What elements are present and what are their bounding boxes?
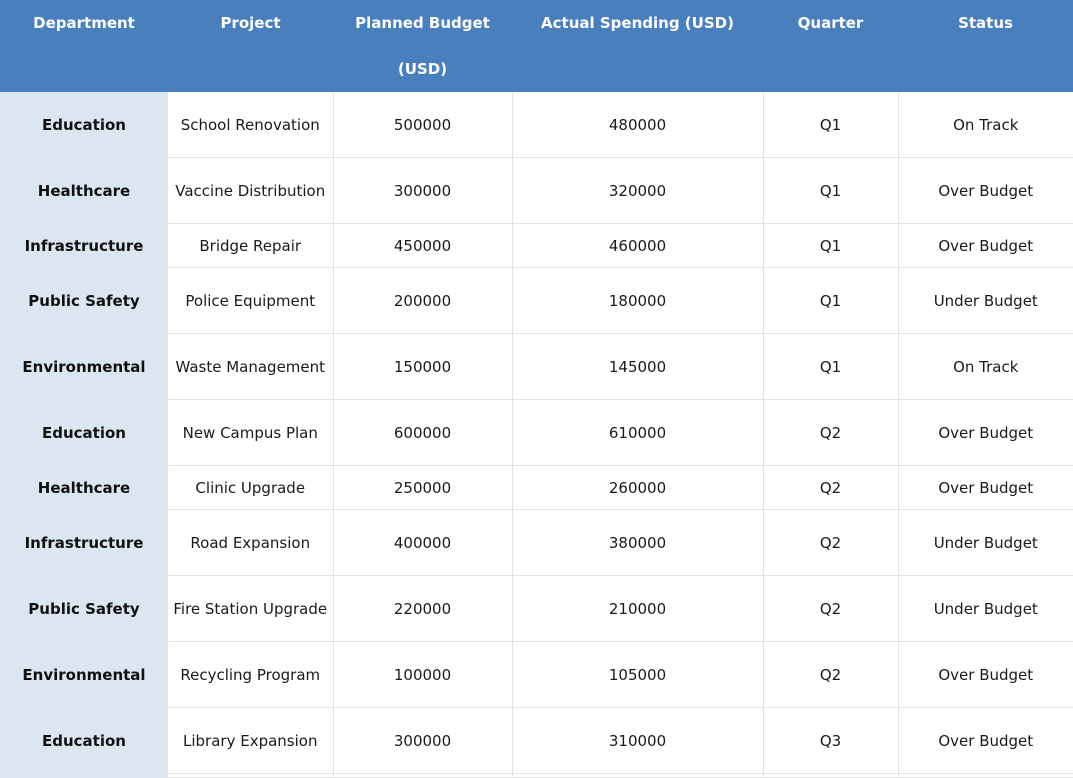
planned-budget-cell: 500000: [333, 92, 513, 158]
status-cell: Over Budget: [898, 641, 1073, 708]
planned-budget-cell: 100000: [333, 641, 513, 708]
table-row[interactable]: Education New Campus Plan 600000 610000 …: [0, 399, 1073, 466]
column-header-quarter[interactable]: Quarter: [763, 0, 898, 92]
department-cell: Healthcare: [0, 157, 168, 224]
project-cell: Police Equipment: [168, 267, 334, 334]
actual-spending-cell: 260000: [512, 465, 764, 510]
quarter-cell: Q1: [763, 333, 899, 400]
actual-spending-cell: 610000: [512, 399, 764, 466]
actual-spending-cell: 180000: [512, 267, 764, 334]
quarter-cell: Q2: [763, 641, 899, 708]
planned-budget-cell: 220000: [333, 575, 513, 642]
quarter-cell: Q2: [763, 509, 899, 576]
table-row[interactable]: Environmental Waste Management 150000 14…: [0, 333, 1073, 400]
table-row[interactable]: Public Safety Fire Station Upgrade 22000…: [0, 575, 1073, 642]
project-cell: Fire Station Upgrade: [168, 575, 334, 642]
department-cell: Infrastructure: [0, 223, 168, 268]
planned-budget-cell: [333, 773, 513, 778]
status-cell: Over Budget: [898, 223, 1073, 268]
planned-budget-cell: 300000: [333, 157, 513, 224]
actual-spending-cell: 105000: [512, 641, 764, 708]
actual-spending-cell: 310000: [512, 707, 764, 774]
planned-budget-cell: 400000: [333, 509, 513, 576]
actual-spending-cell: 380000: [512, 509, 764, 576]
planned-budget-cell: 150000: [333, 333, 513, 400]
quarter-cell: Q1: [763, 223, 899, 268]
project-cell: Library Expansion: [168, 707, 334, 774]
table-row[interactable]: Healthcare Clinic Upgrade 250000 260000 …: [0, 465, 1073, 510]
quarter-cell: [763, 773, 899, 778]
actual-spending-cell: [512, 773, 764, 778]
project-cell: Vaccine Distribution: [168, 157, 334, 224]
status-cell: On Track: [898, 92, 1073, 158]
project-cell: [168, 773, 334, 778]
status-cell: Under Budget: [898, 509, 1073, 576]
planned-budget-cell: 250000: [333, 465, 513, 510]
quarter-cell: Q3: [763, 707, 899, 774]
department-cell: Environmental: [0, 333, 168, 400]
quarter-cell: Q2: [763, 575, 899, 642]
column-header-project[interactable]: Project: [168, 0, 333, 92]
project-cell: Bridge Repair: [168, 223, 334, 268]
status-cell: Over Budget: [898, 157, 1073, 224]
status-cell: Over Budget: [898, 399, 1073, 466]
quarter-cell: Q1: [763, 267, 899, 334]
status-cell: [898, 773, 1073, 778]
department-cell: [0, 773, 168, 778]
actual-spending-cell: 460000: [512, 223, 764, 268]
table-row[interactable]: Infrastructure Bridge Repair 450000 4600…: [0, 223, 1073, 268]
project-cell: Recycling Program: [168, 641, 334, 708]
table-row[interactable]: Public Safety Police Equipment 200000 18…: [0, 267, 1073, 334]
project-cell: New Campus Plan: [168, 399, 334, 466]
status-cell: Over Budget: [898, 707, 1073, 774]
department-cell: Infrastructure: [0, 509, 168, 576]
table-row[interactable]: Education School Renovation 500000 48000…: [0, 92, 1073, 158]
actual-spending-cell: 145000: [512, 333, 764, 400]
table-row[interactable]: Healthcare Vaccine Distribution 300000 3…: [0, 157, 1073, 224]
department-cell: Healthcare: [0, 465, 168, 510]
table-row-partial: [0, 773, 1073, 778]
status-cell: Over Budget: [898, 465, 1073, 510]
actual-spending-cell: 210000: [512, 575, 764, 642]
column-header-status[interactable]: Status: [898, 0, 1073, 92]
status-cell: Under Budget: [898, 575, 1073, 642]
department-cell: Education: [0, 92, 168, 158]
table-row[interactable]: Environmental Recycling Program 100000 1…: [0, 641, 1073, 708]
column-header-department[interactable]: Department: [0, 0, 168, 92]
table-row[interactable]: Infrastructure Road Expansion 400000 380…: [0, 509, 1073, 576]
planned-budget-cell: 300000: [333, 707, 513, 774]
planned-budget-cell: 450000: [333, 223, 513, 268]
project-cell: School Renovation: [168, 92, 334, 158]
project-cell: Road Expansion: [168, 509, 334, 576]
quarter-cell: Q2: [763, 399, 899, 466]
table-row[interactable]: Education Library Expansion 300000 31000…: [0, 707, 1073, 774]
planned-budget-cell: 200000: [333, 267, 513, 334]
department-cell: Public Safety: [0, 267, 168, 334]
department-cell: Education: [0, 707, 168, 774]
column-header-actual-spending[interactable]: Actual Spending (USD): [512, 0, 763, 92]
quarter-cell: Q2: [763, 465, 899, 510]
actual-spending-cell: 480000: [512, 92, 764, 158]
department-cell: Public Safety: [0, 575, 168, 642]
actual-spending-cell: 320000: [512, 157, 764, 224]
header-row: Department Project Planned Budget (USD) …: [0, 0, 1073, 92]
quarter-cell: Q1: [763, 157, 899, 224]
department-cell: Education: [0, 399, 168, 466]
project-cell: Waste Management: [168, 333, 334, 400]
department-cell: Environmental: [0, 641, 168, 708]
status-cell: Under Budget: [898, 267, 1073, 334]
quarter-cell: Q1: [763, 92, 899, 158]
planned-budget-cell: 600000: [333, 399, 513, 466]
project-cell: Clinic Upgrade: [168, 465, 334, 510]
status-cell: On Track: [898, 333, 1073, 400]
column-header-planned-budget[interactable]: Planned Budget (USD): [333, 0, 512, 92]
